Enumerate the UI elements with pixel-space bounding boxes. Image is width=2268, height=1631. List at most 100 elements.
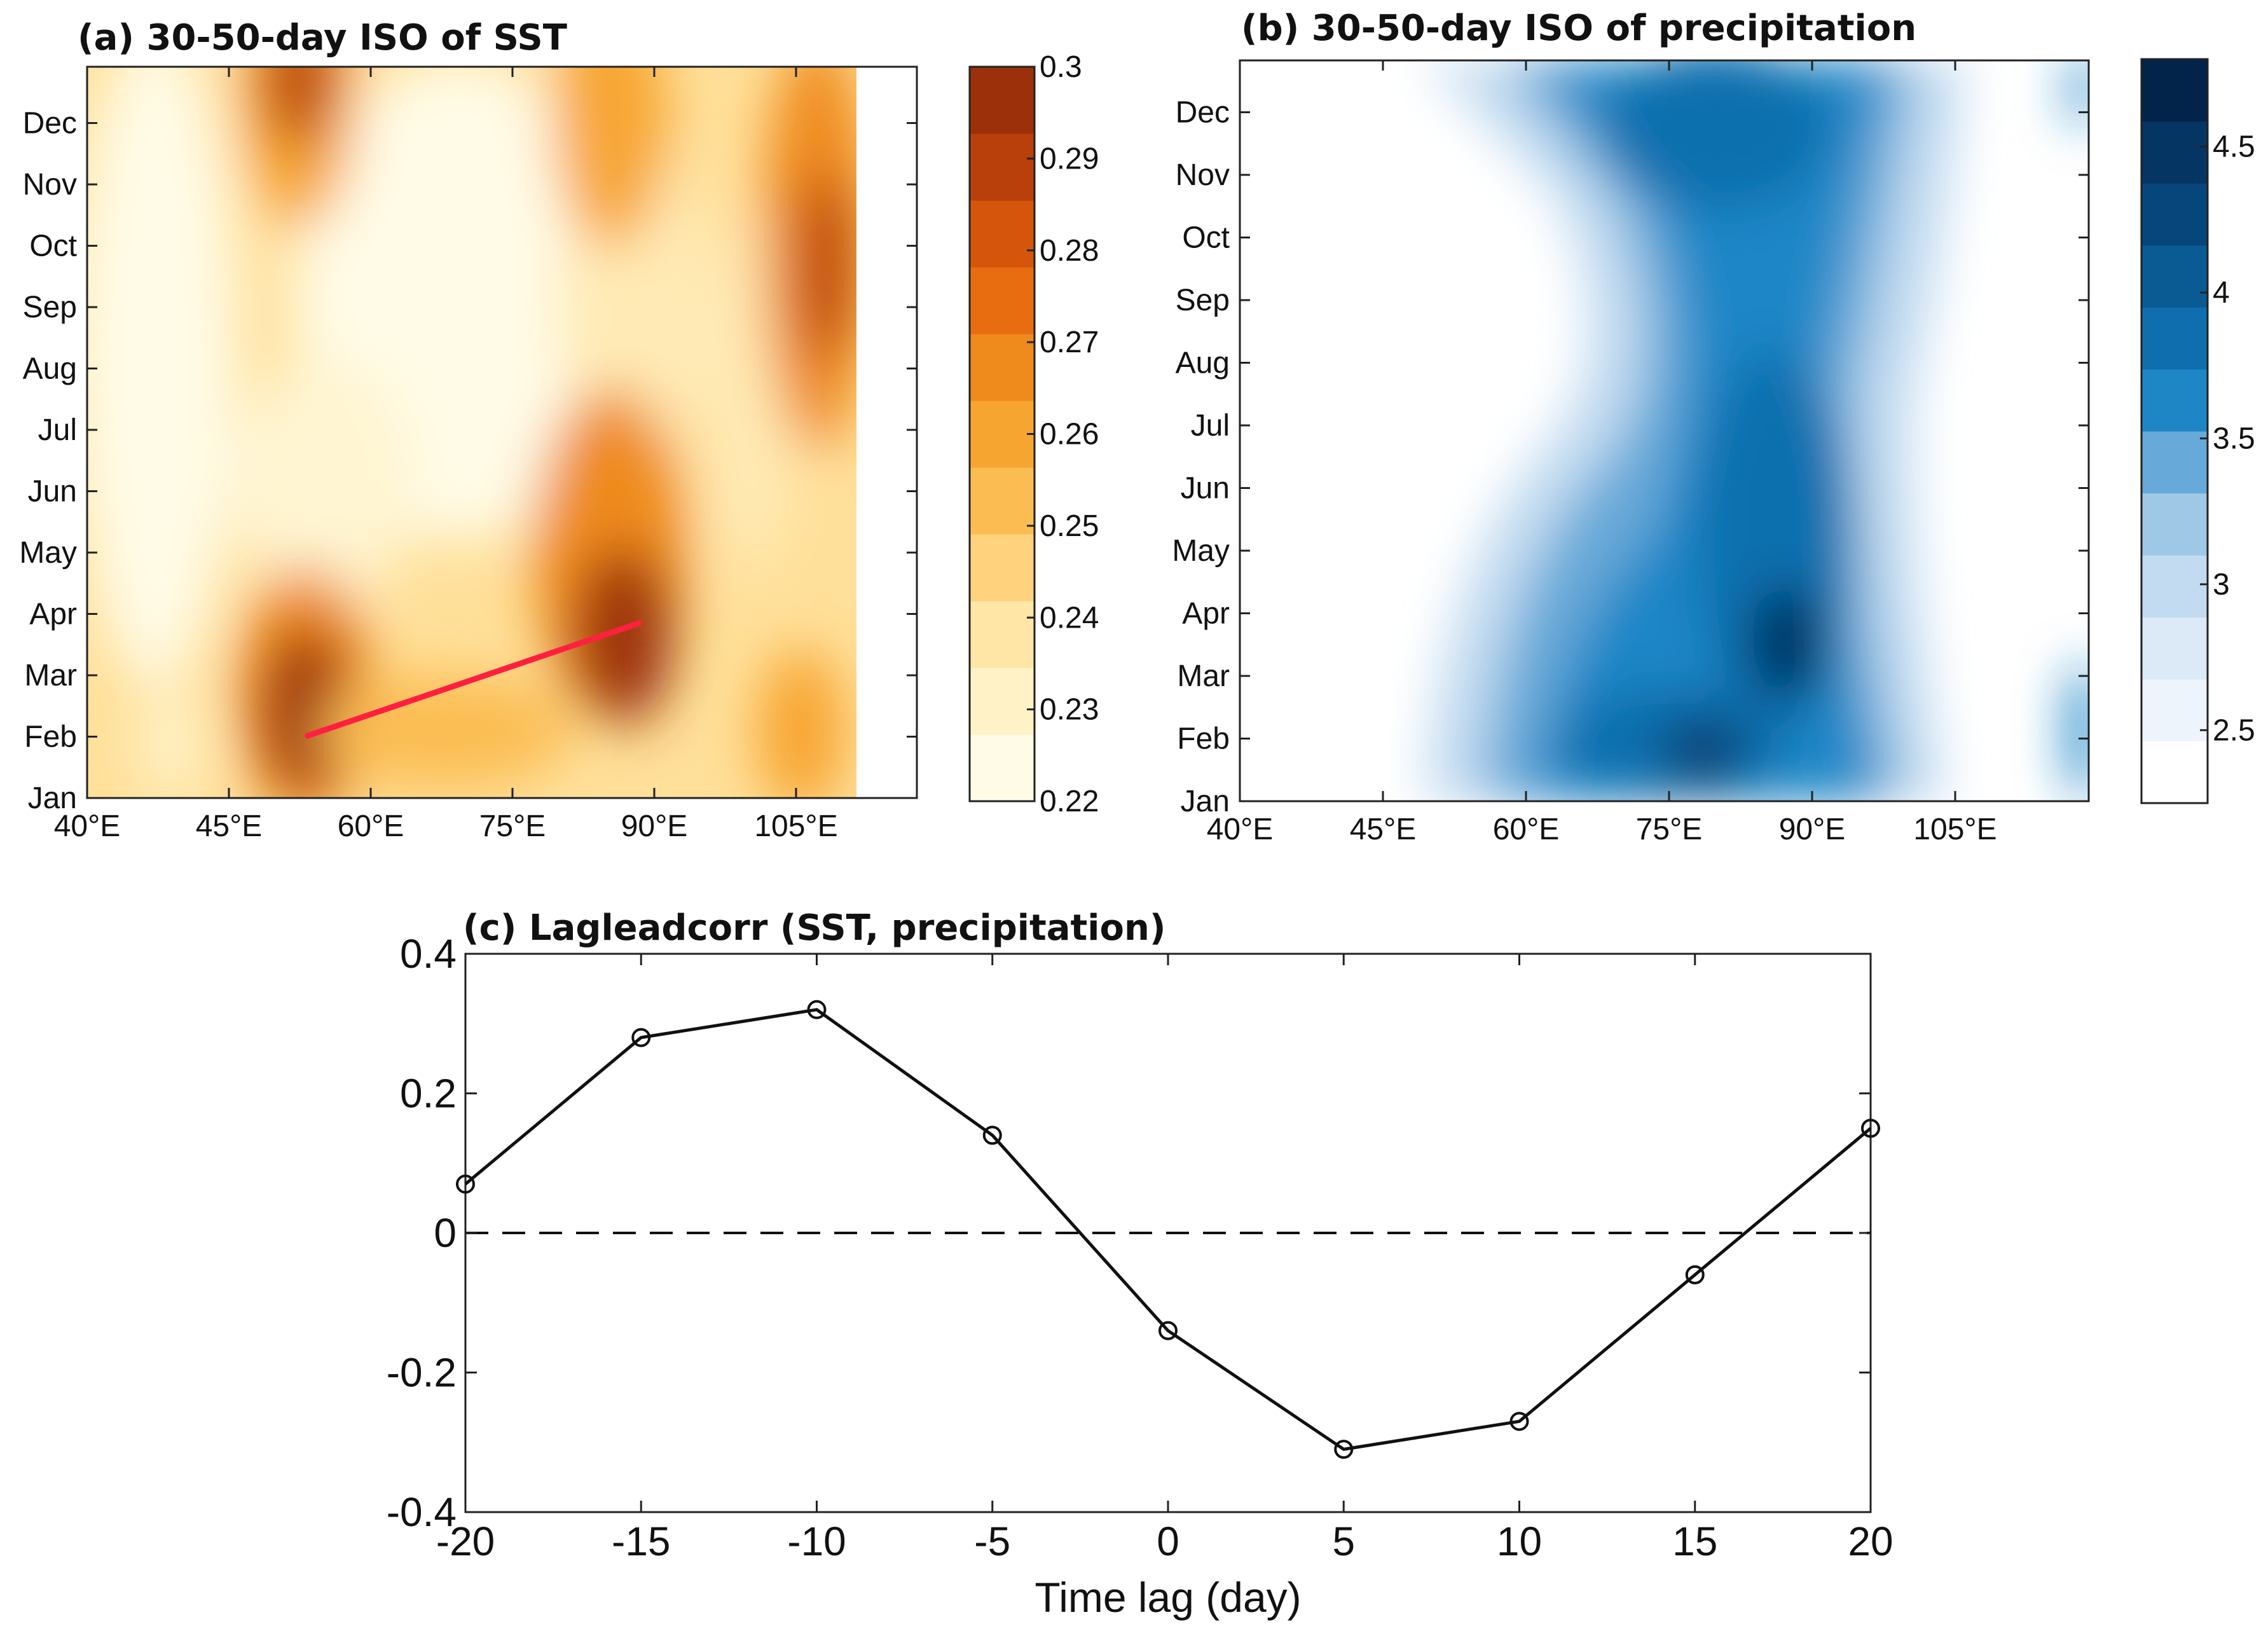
data-point bbox=[456, 1174, 475, 1194]
colorbar-swatch bbox=[970, 734, 1034, 802]
x-tick-label: 45°E bbox=[196, 809, 263, 843]
colorbar-swatch bbox=[2141, 493, 2208, 556]
data-point bbox=[631, 1028, 651, 1047]
colorbar-tick-label: 0.25 bbox=[1040, 509, 1099, 543]
y-tick-label: Jun bbox=[1181, 472, 1230, 506]
data-point bbox=[1861, 1118, 1880, 1138]
x-tick-label: -5 bbox=[974, 1518, 1010, 1564]
colorbar-swatch bbox=[2141, 555, 2208, 618]
x-tick-label: 60°E bbox=[338, 809, 404, 843]
colorbar-tick-label: 4.5 bbox=[2213, 130, 2255, 164]
correlation-markers bbox=[456, 1000, 1880, 1459]
x-tick-label: 40°E bbox=[54, 809, 121, 843]
panel-b-frame bbox=[1239, 59, 2090, 802]
colorbar-swatch bbox=[2141, 741, 2208, 804]
x-tick-label: 90°E bbox=[621, 809, 688, 843]
colorbar-swatch bbox=[2141, 59, 2208, 122]
x-tick-label: -10 bbox=[787, 1518, 846, 1564]
precip-field bbox=[1240, 60, 2089, 801]
colorbar-swatch bbox=[970, 668, 1034, 735]
x-tick-label: 75°E bbox=[479, 809, 546, 843]
colorbar-swatch bbox=[970, 467, 1034, 535]
y-tick-label: May bbox=[19, 536, 77, 570]
colorbar-swatch bbox=[970, 200, 1034, 268]
colorbar-tick-label: 2.5 bbox=[2213, 713, 2255, 747]
y-tick-label: Sep bbox=[1176, 284, 1230, 317]
colorbar-swatch bbox=[970, 534, 1034, 602]
x-tick-label: 40°E bbox=[1207, 813, 1274, 846]
colorbar-swatch bbox=[970, 401, 1034, 468]
colorbar-swatch bbox=[2141, 183, 2208, 246]
colorbar-tick-label: 0.3 bbox=[1040, 50, 1082, 84]
panel-a: (a) 30-50-day ISO of SST bbox=[19, 17, 1099, 843]
x-tick-label: 75°E bbox=[1636, 813, 1703, 846]
colorbar-tick-label: 0.24 bbox=[1040, 601, 1099, 635]
y-tick-label: Apr bbox=[1182, 597, 1230, 631]
colorbar-tick-label: 0.23 bbox=[1040, 693, 1099, 727]
x-tick-label: 45°E bbox=[1350, 813, 1417, 846]
data-point bbox=[982, 1125, 1002, 1145]
y-tick-label: Nov bbox=[23, 168, 77, 202]
y-tick-label: Aug bbox=[1176, 347, 1230, 380]
colorbar-swatch bbox=[2141, 369, 2208, 432]
panel-a-frame bbox=[86, 65, 918, 799]
colorbar-swatch bbox=[2141, 121, 2208, 184]
colorbar-tick-label: 3 bbox=[2213, 568, 2230, 602]
propagation-line bbox=[305, 620, 642, 739]
colorbar-tick-label: 0.29 bbox=[1040, 142, 1099, 175]
panel-a-title: (a) 30-50-day ISO of SST bbox=[78, 17, 567, 58]
sst-field bbox=[87, 67, 917, 798]
panel-c-title: (c) Lagleadcorr (SST, precipitation) bbox=[463, 907, 1165, 949]
y-tick-label: Aug bbox=[23, 352, 77, 386]
x-tick-label: 10 bbox=[1497, 1518, 1542, 1564]
y-tick-label: Jan bbox=[1181, 785, 1230, 818]
y-tick-label: Sep bbox=[23, 291, 77, 324]
colorbar-swatch bbox=[970, 267, 1034, 334]
y-tick-label: May bbox=[1172, 534, 1230, 568]
colorbar-swatch bbox=[2141, 307, 2208, 370]
panel-a-colorbar: 0.22 0.23 0.24 0.25 0.26 0.27 0.28 0.29 0.3 bbox=[968, 50, 1099, 818]
x-tick-label: 5 bbox=[1332, 1518, 1355, 1564]
correlation-series-line bbox=[464, 1008, 1872, 1451]
data-point bbox=[807, 1000, 827, 1019]
y-tick-label: Mar bbox=[24, 659, 77, 692]
colorbar-swatch bbox=[2141, 679, 2208, 742]
y-tick-label: Feb bbox=[1177, 722, 1230, 756]
panel-b: (b) 30-50-day ISO of precipitation Jan Fe… bbox=[1172, 8, 2255, 846]
colorbar-swatch bbox=[2141, 431, 2208, 494]
panel-b-x-axis: 40°E 45°E 60°E 75°E 90°E 105°E bbox=[1207, 60, 1997, 846]
data-point bbox=[1685, 1265, 1705, 1284]
y-tick-label: -0.2 bbox=[387, 1350, 457, 1396]
data-point bbox=[1334, 1440, 1354, 1459]
colorbar-swatch bbox=[970, 67, 1034, 134]
colorbar-tick-label: 0.22 bbox=[1040, 785, 1099, 818]
y-tick-label: Nov bbox=[1176, 158, 1230, 192]
x-tick-label: -20 bbox=[436, 1518, 495, 1564]
y-tick-label: Feb bbox=[24, 720, 77, 754]
y-tick-label: Dec bbox=[1176, 96, 1230, 130]
x-tick-label: -15 bbox=[612, 1518, 671, 1564]
colorbar-tick-label: 0.28 bbox=[1040, 234, 1099, 268]
y-tick-label: Dec bbox=[23, 107, 77, 141]
x-tick-label: 105°E bbox=[1913, 813, 1997, 846]
y-tick-label: Mar bbox=[1177, 659, 1230, 693]
colorbar-tick-label: 0.27 bbox=[1040, 326, 1099, 359]
x-tick-label: 60°E bbox=[1493, 813, 1560, 846]
x-tick-label: 0 bbox=[1157, 1518, 1179, 1564]
y-tick-label: 0 bbox=[434, 1210, 457, 1256]
data-point bbox=[1158, 1321, 1178, 1340]
y-tick-label: -0.4 bbox=[387, 1489, 457, 1535]
y-tick-label: Oct bbox=[29, 230, 77, 263]
y-tick-label: Jul bbox=[38, 413, 77, 447]
x-tick-label: 20 bbox=[1848, 1518, 1893, 1564]
colorbar-tick-label: 0.26 bbox=[1040, 418, 1099, 451]
x-tick-label: 90°E bbox=[1779, 813, 1846, 846]
y-tick-label: Oct bbox=[1182, 221, 1230, 255]
panel-c: (c) Lagleadcorr (SST, precipitation) -20… bbox=[387, 907, 1893, 1621]
y-tick-label: Apr bbox=[29, 598, 77, 631]
panel-b-y-axis: Jan Feb Mar Apr May Jun Jul Aug Sep Oct Nov Dec bbox=[1172, 96, 2089, 818]
panel-c-axes: -20 -15 -10 -5 0 5 10 15 20 -0.4 -0.2 0 0.2 0.4 bbox=[387, 931, 1893, 1564]
x-tick-label: 15 bbox=[1672, 1518, 1717, 1564]
y-tick-label: 0.2 bbox=[400, 1071, 457, 1117]
